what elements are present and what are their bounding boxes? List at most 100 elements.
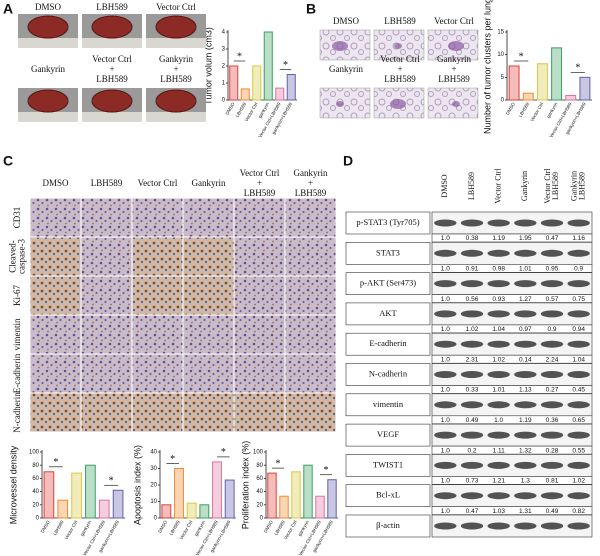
y-tick-label: 80 xyxy=(32,463,39,469)
blot-band xyxy=(434,340,457,348)
bar xyxy=(112,489,124,519)
row-name-box xyxy=(345,272,431,295)
protein-name: TWIST1 xyxy=(373,459,403,469)
band-ratio: 1.0 xyxy=(441,326,450,333)
x-tick-label: gankyrin xyxy=(79,519,92,537)
blot-band xyxy=(434,492,457,500)
row-label: Ki-67 xyxy=(12,285,22,306)
blot-band xyxy=(540,249,564,257)
y-tick-label: 0 xyxy=(222,98,226,104)
blot-band xyxy=(514,522,537,530)
blot-band xyxy=(487,280,510,288)
row-name-box xyxy=(345,484,431,508)
column-label-group: Vector Ctrl xyxy=(493,168,502,204)
row-name-box xyxy=(345,423,431,447)
blot-band xyxy=(540,461,564,469)
blot-band xyxy=(567,401,590,409)
band-ratio: 1.0 xyxy=(441,478,450,485)
blot-band xyxy=(460,371,484,378)
ihc-image xyxy=(234,198,285,237)
row-label-group: Cleaved-caspase-3 xyxy=(8,239,27,274)
tumor-cluster xyxy=(448,41,464,51)
blot-band xyxy=(434,371,457,378)
y-tick-label: 1 xyxy=(222,81,226,87)
band-ratio: 1.19 xyxy=(492,235,505,242)
blot-band xyxy=(514,249,537,257)
band-ratio: 0.2 xyxy=(467,447,476,454)
blot-band xyxy=(567,371,590,378)
ihc-image xyxy=(30,354,81,393)
y-axis-label: Microvessel density xyxy=(8,445,18,524)
x-tick-label: Vector Ctrl xyxy=(179,520,194,541)
blot-band xyxy=(434,401,457,409)
protein-name: p-STAT3 (Tyr705) xyxy=(356,217,419,227)
x-tick-label: gankyrin xyxy=(546,101,559,119)
blot-band xyxy=(460,431,484,439)
band-ratio: 0.98 xyxy=(492,266,505,273)
band-ratio: 1.31 xyxy=(519,508,532,515)
photo-label: LBH589 xyxy=(438,74,470,84)
photo-label: Vector Ctrl xyxy=(156,2,196,12)
bar xyxy=(508,65,520,101)
ihc-image xyxy=(285,198,336,237)
band-ratio: 0.49 xyxy=(546,508,559,515)
band-ratio: 1.04 xyxy=(572,356,585,363)
blot-box xyxy=(431,514,593,538)
bar xyxy=(275,87,285,101)
bar xyxy=(263,31,273,101)
blot-band xyxy=(487,431,510,439)
y-tick-label: 100 xyxy=(253,450,264,456)
blot-band xyxy=(514,371,537,378)
y-tick-label: 2 xyxy=(222,64,226,70)
y-tick-label: 20 xyxy=(256,502,263,508)
band-ratio: 0.55 xyxy=(572,447,585,454)
band-ratio: 1.03 xyxy=(492,508,505,515)
y-tick-label: 100 xyxy=(29,450,40,456)
row-name-box xyxy=(345,211,431,235)
ihc-image xyxy=(234,354,285,393)
column-label-group: Gankyrin xyxy=(520,171,529,201)
band-ratio: 0.94 xyxy=(572,326,585,333)
y-tick-label: 3 xyxy=(222,47,226,53)
band-ratio: 0.9 xyxy=(547,326,556,333)
blot-band xyxy=(567,280,590,288)
blot-band xyxy=(514,219,537,227)
column-label-group: LBH589 xyxy=(467,172,476,200)
bar xyxy=(286,74,296,101)
blot-band xyxy=(567,219,590,227)
column-label: LBH589 xyxy=(244,188,276,198)
tumor xyxy=(27,15,69,39)
blot-band xyxy=(567,310,590,318)
blot-band xyxy=(460,492,484,500)
row-label: caspase-3 xyxy=(17,239,27,274)
row-name-box xyxy=(345,242,431,265)
ratio-box xyxy=(431,415,593,425)
column-label: Gankyrin xyxy=(569,171,578,201)
ihc-image xyxy=(132,315,183,354)
band-ratio: 1.16 xyxy=(572,235,585,242)
blot-band xyxy=(514,280,537,288)
ihc-image xyxy=(30,237,81,276)
bar xyxy=(43,471,55,519)
y-tick-label: 40 xyxy=(150,450,157,456)
x-tick-label: DMSO xyxy=(263,519,274,534)
column-label: Vector Ctrl xyxy=(543,168,552,204)
ihc-image xyxy=(234,276,285,315)
row-label-group: Ki-67 xyxy=(12,285,22,306)
band-ratio: 0.28 xyxy=(546,447,559,454)
photo-label: + xyxy=(451,64,456,74)
tumor xyxy=(155,15,197,39)
bar xyxy=(522,92,534,101)
band-ratio: 0.82 xyxy=(572,508,585,515)
column-label: + xyxy=(257,178,262,188)
ratio-box xyxy=(431,354,593,364)
row-name-box xyxy=(345,363,431,386)
band-ratio: 0.65 xyxy=(572,417,585,424)
photo-label: Gankyrin xyxy=(159,54,193,64)
y-tick-label: 20 xyxy=(150,483,157,489)
ihc-image xyxy=(30,198,81,237)
tumor xyxy=(27,89,69,113)
x-tick-label: Vector Ctrl xyxy=(529,102,544,123)
